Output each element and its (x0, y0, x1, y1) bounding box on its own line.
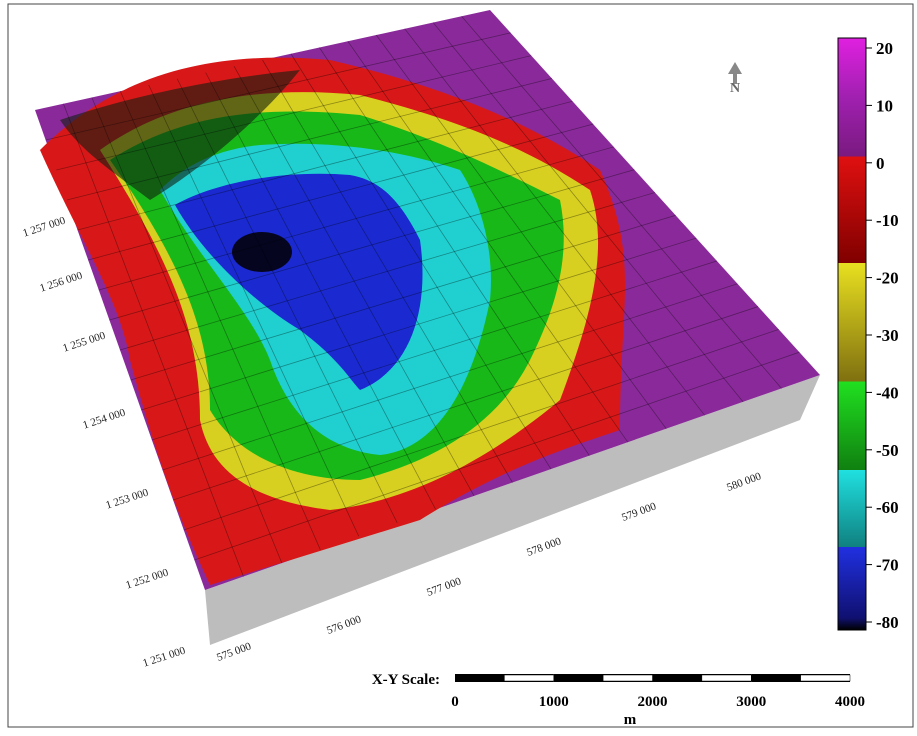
region-deep (232, 232, 292, 272)
north-arrow: N (728, 62, 742, 96)
x-axis-label: 577 000 (425, 575, 463, 599)
scale-unit: m (624, 712, 637, 728)
colorbar-tick-label: -80 (876, 613, 899, 632)
north-label: N (730, 81, 740, 96)
colorbar (838, 38, 866, 630)
colorbar-tick-label: -60 (876, 498, 899, 517)
colorbar-tick-label: -30 (876, 326, 899, 345)
x-axis-label: 576 000 (325, 613, 363, 637)
y-axis-label: 1 251 000 (141, 644, 187, 669)
colorbar-tick-label: 0 (876, 154, 885, 173)
scale-tick-label: 3000 (736, 694, 766, 710)
x-axis-label: 579 000 (620, 500, 658, 524)
colorbar-tick-label: -10 (876, 211, 899, 230)
colorbar-tick-label: -50 (876, 441, 899, 460)
scale-tick-label: 1000 (539, 694, 569, 710)
x-axis-label: 575 000 (215, 640, 253, 664)
x-axis-label: 578 000 (525, 535, 563, 559)
y-axis-label: 1 254 000 (81, 406, 127, 431)
scale-tick-label: 0 (451, 694, 459, 710)
x-axis-label: 580 000 (725, 470, 763, 494)
scale-tick-label: 4000 (835, 694, 865, 710)
y-axis-label: 1 256 000 (38, 269, 84, 294)
scale-bar: X-Y Scale: m 0 1000 2000 3000 4000 (372, 672, 865, 728)
colorbar-tick-label: -20 (876, 269, 899, 288)
y-axis-label: 1 255 000 (61, 329, 107, 354)
scale-segment (801, 675, 850, 681)
colorbar-ticks: 20 10 0 -10 -20 -30 -40 -50 -60 -70 -80 (866, 39, 899, 632)
scale-segment (603, 675, 652, 681)
y-axis-label: 1 252 000 (124, 566, 170, 591)
colorbar-tick-label: -40 (876, 383, 899, 402)
scale-segment (504, 675, 553, 681)
scale-label: X-Y Scale: (372, 672, 440, 688)
colorbar-tick-label: 20 (876, 39, 893, 58)
y-axis-label: 1 253 000 (104, 486, 150, 511)
colorbar-tick-label: 10 (876, 96, 893, 115)
page: N 20 10 0 -10 -20 -30 -40 -50 -60 -70 -80 575 000 5… (0, 0, 917, 731)
colorbar-tick-label: -70 (876, 556, 899, 575)
scale-segment (702, 675, 751, 681)
scale-tick-label: 2000 (638, 694, 668, 710)
y-axis-label: 1 257 000 (21, 214, 67, 239)
